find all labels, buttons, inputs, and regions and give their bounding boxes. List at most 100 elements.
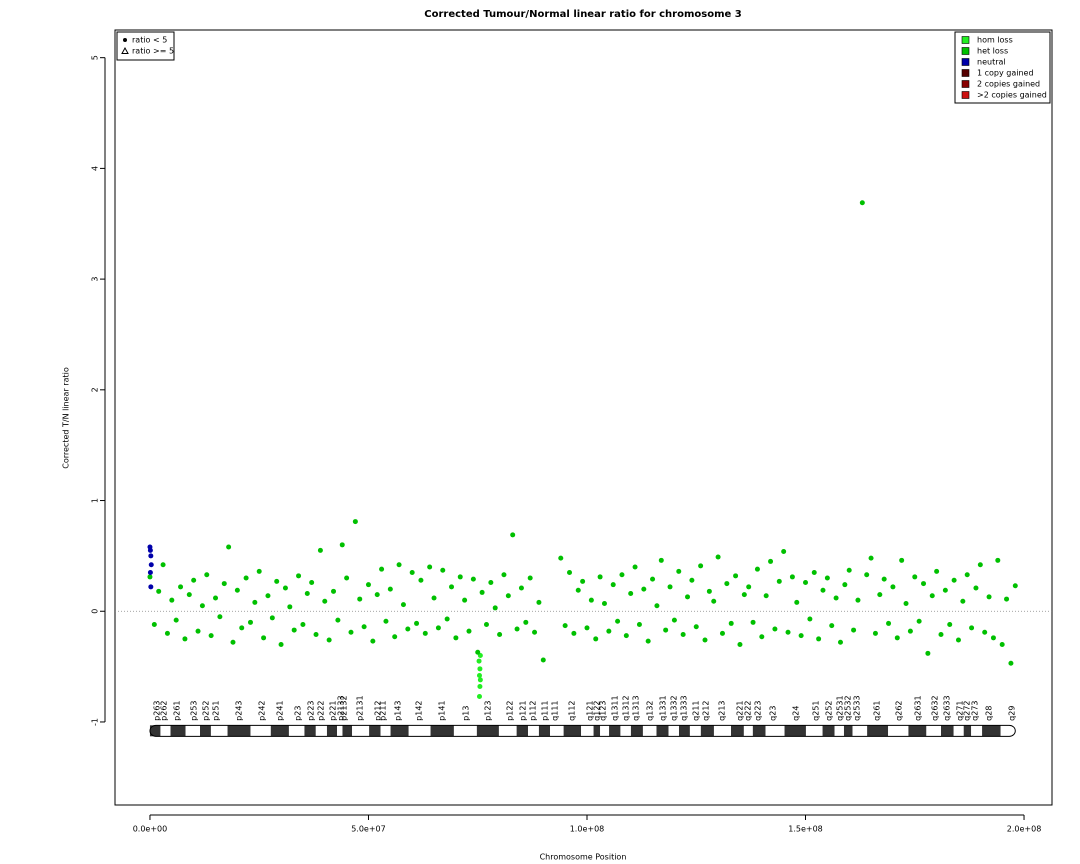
data-point: [698, 563, 704, 569]
band-label: p123: [483, 700, 492, 720]
data-point: [352, 519, 358, 525]
data-point: [477, 666, 483, 672]
data-point: [431, 595, 437, 601]
ideogram-outline: [149, 724, 1016, 737]
data-point: [476, 694, 482, 699]
legend-label: 1 copy gained: [977, 69, 1034, 78]
data-point: [182, 636, 188, 642]
data-point: [475, 649, 481, 655]
data-point: [204, 572, 210, 578]
data-point: [383, 618, 389, 624]
ideogram-band: [304, 725, 316, 737]
y-tick-label: 5: [91, 55, 100, 60]
data-point: [628, 591, 634, 597]
band-label: q2633: [943, 695, 952, 720]
band-label: q252: [825, 700, 834, 720]
band-label: p13: [461, 706, 470, 721]
data-point: [964, 572, 970, 578]
data-point: [610, 582, 616, 588]
data-point: [335, 617, 341, 623]
ideogram-band: [678, 725, 690, 737]
data-point: [151, 622, 157, 628]
ideogram-band: [908, 725, 927, 737]
data-point: [379, 566, 385, 572]
band-label: p23: [294, 706, 303, 721]
band-label: q132: [645, 700, 654, 720]
data-point: [269, 615, 275, 621]
data-point: [925, 650, 931, 656]
data-point: [689, 577, 695, 583]
data-point: [877, 592, 883, 598]
ideogram-band: [784, 725, 806, 737]
ideogram-band: [700, 725, 714, 737]
data-point: [868, 555, 874, 561]
band-label: p211: [378, 700, 387, 720]
data-point: [477, 684, 483, 690]
data-point: [296, 573, 302, 579]
data-point: [719, 630, 725, 636]
ideogram-band: [656, 725, 669, 737]
band-label: p221: [329, 700, 338, 720]
ideogram-band: [516, 725, 528, 737]
data-point: [409, 570, 415, 575]
data-point: [955, 637, 961, 643]
ideogram-band: [713, 725, 731, 737]
data-point: [947, 622, 953, 628]
data-point: [623, 633, 629, 639]
ideogram-band: [1000, 725, 1016, 737]
data-point: [453, 635, 459, 641]
data-point: [645, 638, 651, 644]
legend-swatch: [961, 69, 970, 77]
band-label: q112: [568, 700, 577, 720]
ideogram-band: [834, 725, 844, 737]
data-point: [414, 620, 420, 626]
data-point: [313, 632, 319, 637]
data-point: [492, 605, 498, 611]
band-label: q23: [769, 706, 778, 721]
data-point: [658, 557, 664, 563]
ideogram-band: [250, 725, 271, 737]
legend-label: neutral: [977, 58, 1006, 67]
data-point: [457, 574, 463, 580]
x-tick-label: 5.0e+07: [351, 825, 386, 834]
ideogram-band: [867, 725, 889, 737]
data-point: [894, 635, 900, 641]
data-point: [300, 622, 306, 628]
y-tick-label: 2: [91, 387, 100, 392]
data-point: [247, 619, 253, 625]
data-point: [960, 598, 966, 604]
band-label: q1331: [659, 695, 668, 720]
ideogram-band: [453, 725, 477, 737]
x-tick-label: 2.0e+08: [1007, 825, 1042, 834]
data-point: [636, 622, 642, 628]
data-point: [733, 573, 739, 579]
ideogram-band: [668, 725, 679, 737]
band-label: q1311: [610, 695, 619, 720]
band-label: p242: [257, 700, 266, 720]
data-point: [781, 548, 787, 554]
data-point: [772, 626, 778, 632]
data-point: [1012, 583, 1018, 589]
data-point: [322, 598, 328, 604]
data-point: [274, 578, 280, 584]
y-tick-label: 0: [91, 609, 100, 614]
data-point: [973, 585, 979, 591]
legend-label: hom loss: [977, 36, 1013, 45]
ideogram-band: [390, 725, 409, 737]
data-point: [580, 578, 586, 584]
ideogram-band: [149, 725, 161, 737]
data-point: [676, 568, 682, 574]
band-label: q122: [593, 700, 602, 720]
data-point: [864, 572, 870, 578]
ideogram-band: [342, 725, 353, 737]
x-tick-label: 1.5e+08: [788, 825, 823, 834]
data-point: [164, 630, 170, 636]
data-point: [501, 572, 507, 578]
data-point: [147, 547, 153, 553]
ideogram-band: [185, 725, 201, 737]
data-point: [597, 574, 603, 580]
band-label: q2533: [853, 695, 862, 720]
data-point: [282, 585, 288, 591]
data-point: [969, 625, 975, 631]
data-point: [846, 567, 852, 573]
